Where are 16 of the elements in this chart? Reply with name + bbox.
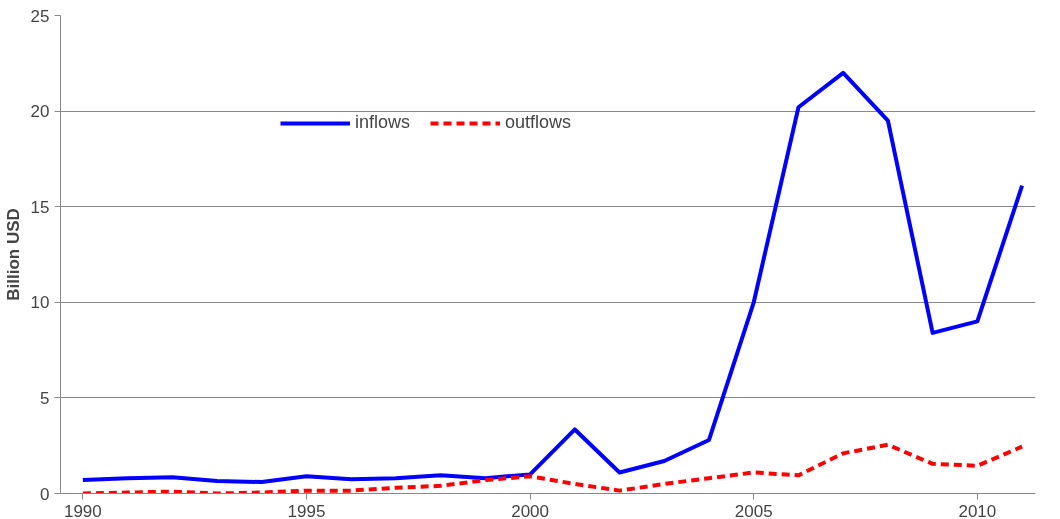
y-axis-title: Billion USD xyxy=(3,208,23,301)
line-series xyxy=(80,70,1025,485)
y-tick-label: 0 xyxy=(40,484,50,504)
y-tick-label: 5 xyxy=(40,388,50,408)
legend-label: outflows xyxy=(505,112,572,133)
y-tick-label: 25 xyxy=(30,6,50,26)
y-tick-label: 10 xyxy=(30,293,50,313)
x-tick-label: 1990 xyxy=(63,501,102,519)
x-tick-label: 1995 xyxy=(287,501,326,519)
line-series xyxy=(80,442,1025,494)
y-tick-label: 15 xyxy=(30,197,50,217)
y-tick-label: 20 xyxy=(30,102,50,122)
x-tick-label: 2000 xyxy=(511,501,550,519)
x-tick-label: 2010 xyxy=(958,501,997,519)
x-tick-label: 2005 xyxy=(734,501,773,519)
legend-label: inflows xyxy=(355,112,411,133)
